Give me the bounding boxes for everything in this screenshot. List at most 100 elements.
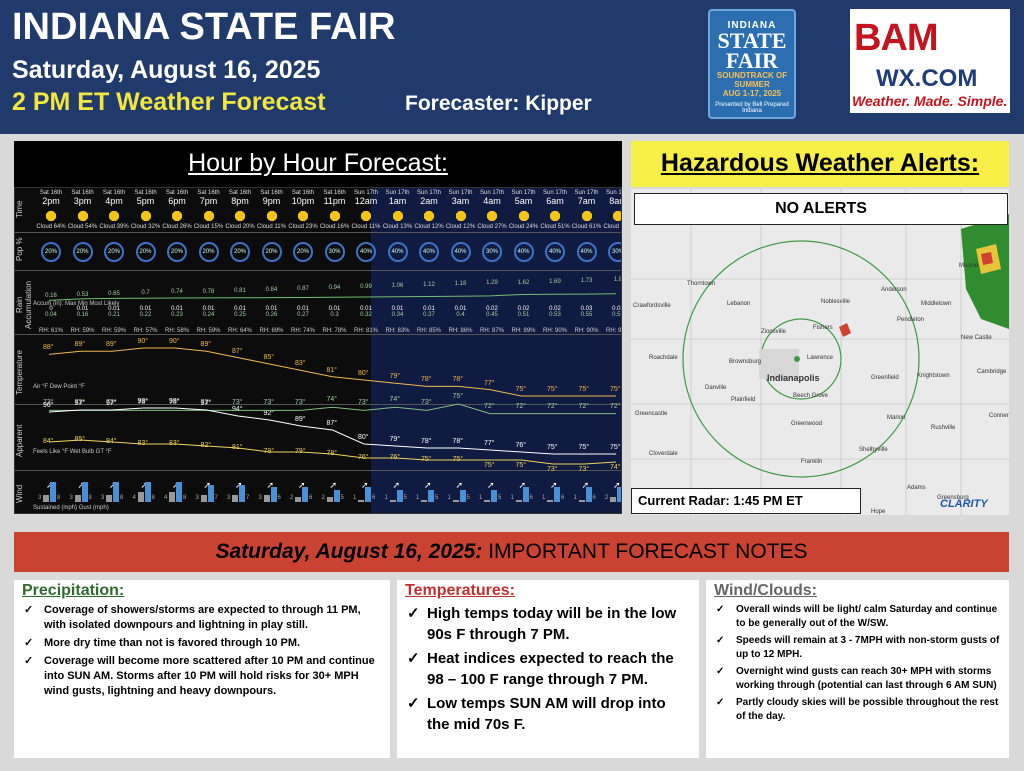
map-city-label: Cambridge bbox=[977, 369, 1007, 375]
partly-sunny-icon bbox=[74, 208, 91, 224]
map-city-label: Crawfordsville bbox=[633, 303, 671, 309]
hour-time: 8pm bbox=[231, 196, 249, 206]
wet-bulb-gt: 85° bbox=[74, 436, 86, 443]
wet-bulb-gt: 74° bbox=[610, 464, 621, 471]
partly-sunny-icon bbox=[578, 208, 595, 224]
gust-wind-value: 5 bbox=[466, 495, 470, 501]
rain-max: 1.8 bbox=[613, 276, 622, 283]
gust-wind-bar bbox=[239, 484, 245, 502]
air-temp: 78° bbox=[421, 376, 432, 384]
gust-wind-value: 7 bbox=[214, 495, 218, 501]
gust-wind-value: 8 bbox=[88, 495, 92, 501]
gust-wind-value: 6 bbox=[277, 495, 281, 501]
dew-point: 73° bbox=[137, 399, 149, 407]
feels-like: 75° bbox=[547, 444, 558, 451]
precipitation-heading: Precipitation: bbox=[22, 582, 125, 599]
dew-point: 72° bbox=[515, 402, 527, 410]
pop-value: 40% bbox=[513, 242, 534, 262]
map-city-label: Thorntown bbox=[687, 281, 716, 287]
note-item: Speeds will remain at 3 - 7MPH with non-… bbox=[706, 634, 1009, 662]
relative-humidity: RH: 58% bbox=[164, 328, 189, 334]
partly-sunny-icon bbox=[484, 208, 500, 224]
hour-day: Sun 17th bbox=[479, 190, 505, 196]
hour-column: Sun 17th 6am Cloud 51% bbox=[539, 190, 571, 230]
map-city-label: Roachdale bbox=[649, 355, 678, 361]
rain-min: 0.45 bbox=[486, 312, 498, 318]
dew-point: 73° bbox=[106, 399, 117, 407]
rain-most-likely: 0.01 bbox=[171, 306, 183, 312]
rain-min: 0.57 bbox=[612, 312, 621, 318]
gust-wind-bar bbox=[365, 487, 371, 502]
forecast-date: Saturday, August 16, 2025 bbox=[12, 56, 321, 84]
gust-wind-value: 8 bbox=[120, 495, 124, 501]
rain-max: 0.7 bbox=[141, 290, 150, 297]
rain-most-likely: 0.02 bbox=[549, 306, 561, 312]
rain-max: 0.65 bbox=[108, 291, 120, 298]
hour-time: 6am bbox=[546, 196, 564, 206]
page-title: INDIANA STATE FAIR bbox=[12, 6, 396, 48]
relative-humidity: RH: 78% bbox=[322, 328, 347, 334]
wind-direction-icon: ➚ bbox=[46, 480, 54, 491]
hour-column: Sat 16th 6pm Cloud 26% bbox=[161, 190, 193, 230]
fair-logo-text: FAIR bbox=[725, 48, 779, 73]
rain-min: 0.23 bbox=[171, 312, 183, 318]
cloud-cover: Cloud 32% bbox=[130, 224, 161, 230]
rain-values: 0.01 0.3 bbox=[319, 306, 351, 318]
cloud-cover: Cloud 16% bbox=[319, 224, 350, 230]
relative-humidity: RH: 81% bbox=[353, 328, 378, 334]
sustained-wind-bar bbox=[515, 499, 522, 502]
rain-most-likely: 0.03 bbox=[612, 306, 621, 312]
rain-max: 0.74 bbox=[171, 289, 183, 296]
rain-min: 0.27 bbox=[297, 312, 309, 318]
feels-like: 97° bbox=[74, 400, 86, 407]
map-city-label: Brownsburg bbox=[729, 359, 762, 365]
rain-min: 0.04 bbox=[45, 312, 57, 318]
feels-like: 75° bbox=[578, 444, 590, 451]
dew-point: 73° bbox=[232, 399, 243, 407]
map-city-label: Muncie bbox=[959, 263, 979, 269]
map-city-label: Fishers bbox=[813, 325, 833, 331]
cloud-cover: Cloud 26% bbox=[162, 224, 192, 230]
rain-max: 1.69 bbox=[549, 278, 561, 285]
dew-point: 73° bbox=[169, 399, 180, 407]
row-divider bbox=[15, 470, 621, 471]
rain-most-likely: 0.01 bbox=[360, 306, 372, 312]
sustained-wind-value: 1 bbox=[573, 495, 577, 501]
map-city-label: Beech Grove bbox=[793, 393, 829, 399]
rain-max: 0.84 bbox=[265, 286, 278, 293]
row-divider bbox=[15, 334, 621, 335]
sustained-wind-value: 3 bbox=[258, 495, 262, 501]
rain-min: 0.34 bbox=[391, 312, 404, 318]
map-city-label: Danville bbox=[705, 385, 727, 391]
hour-time: 6pm bbox=[168, 196, 186, 206]
partly-sunny-icon bbox=[295, 208, 311, 224]
air-temp: 87° bbox=[232, 347, 243, 355]
cloud-cover: Cloud 23% bbox=[288, 224, 318, 230]
hour-column: Sat 16th 4pm Cloud 39% bbox=[98, 190, 130, 230]
air-temp: 90° bbox=[137, 338, 149, 345]
hour-day: Sat 16th bbox=[197, 190, 220, 196]
rain-min: 0.55 bbox=[580, 312, 593, 318]
gust-wind-bar bbox=[554, 487, 560, 502]
rain-values: 0.01 0.24 bbox=[193, 306, 225, 318]
rain-values: 0.01 0.26 bbox=[256, 306, 288, 318]
hour-day: Sat 16th bbox=[228, 190, 252, 196]
hazards-title-bar: Hazardous Weather Alerts: bbox=[631, 141, 1009, 187]
wind-direction-icon: ➚ bbox=[550, 480, 558, 490]
row-divider bbox=[15, 270, 621, 271]
notes-title: Saturday, August 16, 2025: IMPORTANT FOR… bbox=[14, 540, 1009, 564]
gust-wind-value: 7 bbox=[246, 495, 250, 501]
wind-direction-icon: ➚ bbox=[266, 480, 275, 490]
rain-max: 0.87 bbox=[297, 285, 309, 292]
rain-values: 0.01 0.34 bbox=[382, 306, 414, 318]
gust-wind-bar bbox=[302, 487, 308, 502]
map-city-label: Middletown bbox=[921, 301, 952, 307]
sustained-wind-value: 1 bbox=[479, 495, 483, 501]
map-city-label: Shelbyville bbox=[859, 447, 888, 453]
rain-min: 0.32 bbox=[360, 312, 372, 318]
wind-direction-icon: ➚ bbox=[298, 480, 306, 490]
fair-logo-text: AUG 1-17, 2025 bbox=[722, 89, 782, 98]
feels-like: 97° bbox=[106, 400, 117, 407]
wet-bulb-gt: 73° bbox=[578, 466, 590, 473]
sustained-wind-value: 1 bbox=[416, 495, 420, 501]
